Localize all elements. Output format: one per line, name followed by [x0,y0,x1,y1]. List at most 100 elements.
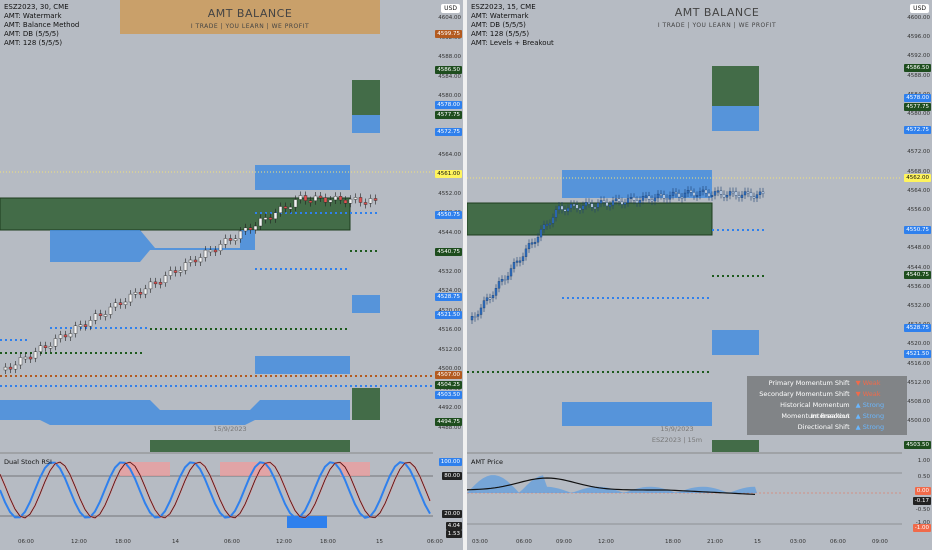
indicator-128[interactable]: AMT: 128 (5/5/5) [4,39,63,47]
price-tick: 4500.00 [438,366,461,372]
candle [683,192,687,198]
price-tag: 4528.75 [904,324,931,332]
candle [524,248,528,257]
candle [761,191,765,194]
value-area [352,295,380,313]
candle [719,190,723,195]
right-chart-canvas[interactable] [467,0,932,550]
symbol-title[interactable]: ESZ2023, 15, CME [471,3,536,11]
indicator-watermark[interactable]: AMT: Watermark [4,12,62,20]
balance-zone [712,66,759,106]
table-key: Momentum Breakout [781,412,850,420]
watermark-date: 15/9/2023 [660,425,694,433]
price-tag: 4540.75 [435,248,462,256]
banner-subtitle: I TRADE | YOU LEARN | WE PROFIT [190,23,310,30]
value-area [0,400,350,425]
price-axis[interactable]: USD 4600.004596.004592.004588.004584.004… [902,0,932,550]
candle [602,200,606,203]
osc-tick: -0.50 [915,507,930,513]
price-tag: 4586.50 [904,64,931,72]
price-tick: 4548.00 [907,245,930,252]
table-value: ▲ Strong [855,412,885,420]
candle [533,241,537,244]
candle [178,270,183,273]
indicator-levels-breakout[interactable]: AMT: Levels + Breakout [471,39,554,47]
indicator-db[interactable]: AMT: DB (5/5/5) [471,21,526,29]
left-chart-canvas[interactable] [0,0,463,550]
indicator-db[interactable]: AMT: DB (5/5/5) [4,30,59,38]
price-axis[interactable]: USD 4604.004592.004588.004584.004580.004… [433,0,463,550]
price-tag: 4540.75 [904,271,931,279]
candle [593,206,597,209]
candle [148,281,153,290]
price-tag: 4550.75 [435,211,462,219]
candle [620,201,624,205]
candle [348,198,353,204]
candle [248,227,253,230]
price-tag: 4578.00 [904,94,931,102]
price-tag: 4494.75 [435,418,462,426]
oscillator-title[interactable]: Dual Stoch RSI [4,458,52,466]
candle [283,206,288,209]
candle [581,205,585,210]
candle [707,192,711,197]
candle [63,334,68,338]
price-tick: 4516.00 [438,327,461,333]
candle [647,195,651,200]
price-tag: 4.04 [445,522,462,530]
value-area [255,165,350,190]
price-tick: 4520.00 [907,341,930,348]
left-chart-pane[interactable]: AMT BALANCE I TRADE | YOU LEARN | WE PRO… [0,0,463,550]
candle [566,207,570,212]
candle [128,293,133,303]
indicator-128[interactable]: AMT: 128 (5/5/5) [471,30,530,38]
candle [18,357,23,366]
price-tick: 4544.00 [907,264,930,271]
price-tick: 4512.00 [438,346,461,353]
candle [749,192,753,197]
price-tick: 4508.00 [907,399,930,405]
indicator-balance-method[interactable]: AMT: Balance Method [4,21,80,29]
candle [113,302,118,308]
candle [746,191,750,194]
watermark-date: 15/9/2023 [213,425,247,433]
osc-tick: 1.00 [917,458,930,464]
candle [623,202,627,205]
candle [542,224,546,230]
price-tick: 4532.00 [438,268,461,275]
candle [163,275,168,283]
candle [509,268,513,277]
candle [587,202,591,204]
price-tag: 4577.75 [435,111,462,119]
currency-badge[interactable]: USD [441,4,460,13]
osc-tick: -1.00 [915,520,930,526]
candle [193,259,198,263]
candle [58,334,63,339]
candle [293,199,298,208]
price-tick: 4580.00 [907,111,930,117]
candle [665,198,669,200]
indicator-watermark[interactable]: AMT: Watermark [471,12,529,20]
candle [506,275,510,280]
candle [103,314,108,317]
candle [238,230,243,240]
time-label: 06:00 [18,539,34,545]
candle [13,364,18,370]
candle [752,196,756,199]
price-tag: -0.17 [912,497,931,505]
candle [308,200,313,203]
oscillator-title[interactable]: AMT Price [471,458,503,466]
time-label: 15 [376,539,383,545]
candle [638,200,642,204]
right-chart-pane[interactable]: AMT BALANCE I TRADE | YOU LEARN | WE PRO… [467,0,932,550]
currency-badge[interactable]: USD [910,4,929,13]
candle [488,297,492,300]
candle [476,314,480,317]
candle [494,288,498,296]
pane-divider[interactable] [463,0,467,550]
time-label: 12:00 [276,539,292,545]
banner-subtitle: I TRADE | YOU LEARN | WE PROFIT [657,22,777,29]
candle [551,217,555,224]
candle [698,191,702,196]
symbol-title[interactable]: ESZ2023, 30, CME [4,3,69,11]
